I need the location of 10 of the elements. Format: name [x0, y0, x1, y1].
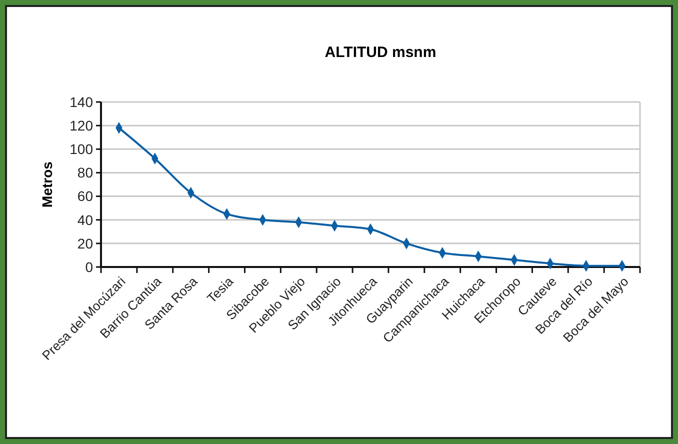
- y-tick-label: 120: [70, 117, 94, 134]
- y-tick-label: 80: [77, 164, 94, 181]
- y-tick-label: 100: [70, 141, 94, 158]
- y-tick-label: 40: [77, 212, 94, 228]
- y-tick-label: 0: [85, 258, 94, 275]
- y-axis-title: Metros: [39, 161, 55, 208]
- y-tick-label: 140: [70, 94, 94, 110]
- y-tick-label: 60: [77, 188, 94, 204]
- y-tick-label: 20: [77, 235, 94, 252]
- chart-title: ALTITUD msnm: [324, 44, 436, 61]
